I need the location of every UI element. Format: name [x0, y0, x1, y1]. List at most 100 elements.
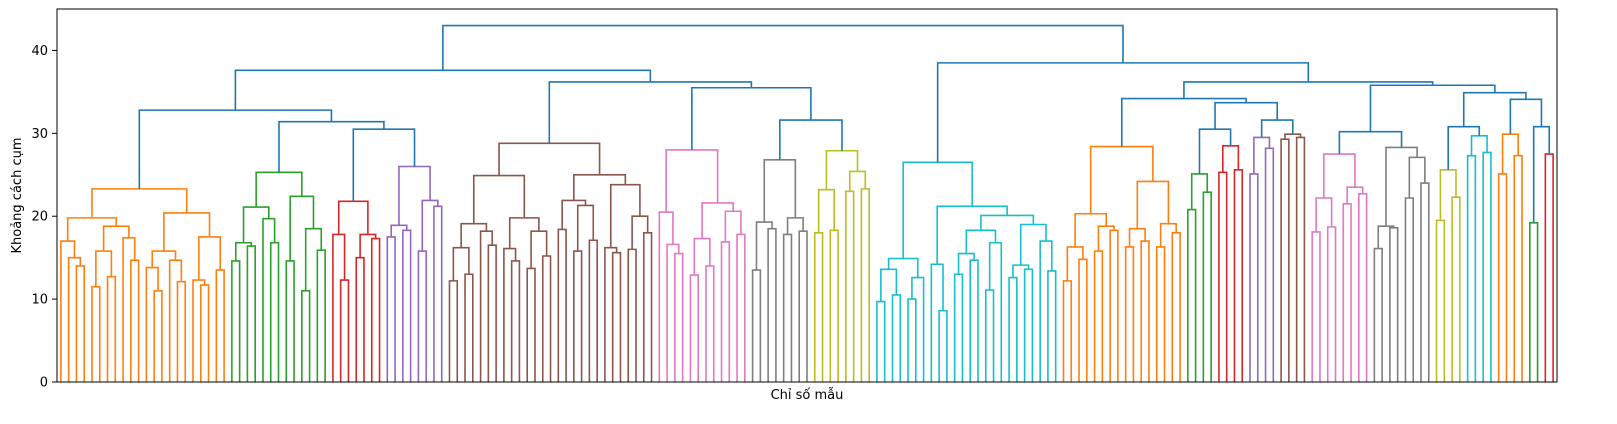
dendrogram-link-187 [1462, 91, 1527, 127]
dendrogram-link-4 [106, 275, 117, 382]
dendrogram-link-54 [460, 222, 488, 248]
dendrogram-link-150 [1264, 147, 1275, 382]
dendrogram-link-42 [417, 250, 427, 382]
dendrogram-link-80 [693, 237, 711, 276]
dendrogram-link-142 [1187, 208, 1197, 382]
dendrogram-link-151 [1253, 136, 1271, 174]
dendrogram-link-130 [1093, 250, 1104, 382]
dendrogram-link-2 [60, 240, 76, 382]
dendrogram-link-75 [674, 252, 684, 382]
y-tick-label-0: 0 [40, 376, 48, 391]
dendrogram-link-22 [246, 245, 256, 382]
dendrogram-link-86 [751, 269, 762, 382]
dendrogram-link-28 [301, 290, 311, 382]
dendrogram-link-136 [1128, 227, 1146, 247]
dendrogram-link-168 [1404, 197, 1415, 382]
dendrogram-link-148 [1198, 128, 1232, 174]
dendrogram-link-16 [192, 279, 206, 382]
dendrogram-link-169 [1420, 182, 1430, 382]
dendrogram-link-36 [370, 237, 381, 382]
dendrogram-link-120 [1012, 264, 1030, 278]
dendrogram-link-113 [969, 259, 979, 382]
dendrogram-link-172 [1338, 130, 1403, 155]
dendrogram-link-137 [1155, 246, 1166, 382]
dendrogram-link-138 [1171, 232, 1181, 382]
dendrogram-link-61 [472, 174, 526, 224]
dendrogram-link-122 [1039, 240, 1053, 382]
dendrogram-link-13 [168, 259, 183, 382]
dendrogram-link-185 [1532, 125, 1551, 223]
dendrogram-link-190 [936, 62, 1310, 163]
dendrogram-link-180 [1497, 173, 1508, 382]
dendrogram-link-116 [988, 241, 1003, 382]
dendrogram-link-175 [1439, 169, 1457, 221]
dendrogram-link-152 [1280, 138, 1290, 382]
dendrogram-link-111 [930, 263, 944, 382]
dendrogram-link-55 [510, 260, 521, 382]
dendrogram-link-39 [386, 236, 396, 382]
dendrogram-link-91 [786, 217, 804, 235]
dendrogram-link-184 [1544, 153, 1554, 382]
dendrogram-link-182 [1501, 133, 1519, 174]
dendrogram-link-90 [798, 230, 808, 382]
dendrogram-link-26 [242, 206, 270, 243]
dendrogram-link-35 [355, 256, 365, 382]
dendrogram-link-21 [231, 260, 241, 382]
dendrogram-link-166 [1389, 227, 1399, 382]
dendrogram-link-67 [611, 251, 622, 382]
dendrogram-link-51 [452, 246, 470, 281]
dendrogram-link-83 [724, 210, 742, 242]
dendrogram-link-177 [1482, 151, 1492, 382]
dendrogram-link-60 [508, 217, 540, 249]
dendrogram-link-191 [442, 24, 1124, 71]
dendrogram-link-11 [145, 266, 159, 382]
dendrogram-link-110 [938, 309, 948, 382]
dendrogram-link-159 [1326, 226, 1337, 382]
dendrogram-link-128 [1078, 258, 1088, 382]
dendrogram-link-62 [557, 228, 567, 382]
dendrogram-link-123 [1019, 223, 1047, 266]
dendrogram-link-100 [779, 119, 843, 160]
dendrogram-link-186 [1509, 98, 1543, 135]
dendrogram-link-6 [130, 259, 140, 382]
dendrogram-link-103 [234, 69, 652, 111]
dendrogram-link-157 [1120, 97, 1247, 147]
dendrogram-link-161 [1342, 202, 1352, 382]
dendrogram-link-102 [548, 81, 753, 144]
dendrogram-link-73 [573, 173, 627, 201]
dendrogram-link-53 [479, 230, 494, 382]
dendrogram-link-189 [1183, 81, 1434, 99]
dendrogram-link-131 [1109, 229, 1119, 382]
dendrogram-link-108 [911, 276, 925, 382]
dendrogram-link-170 [1408, 156, 1426, 198]
dendrogram-link-163 [1346, 186, 1364, 204]
dendrogram-link-101 [691, 86, 812, 150]
dendrogram-link-81 [720, 241, 731, 382]
dendrogram-link-68 [604, 246, 618, 382]
y-tick-label-3: 30 [31, 127, 48, 142]
dendrogram-link-117 [965, 229, 997, 254]
dendrogram-link-105 [891, 294, 902, 382]
dendrogram-link-94 [829, 229, 839, 382]
dendrogram-link-29 [316, 249, 326, 382]
dendrogram-link-146 [1233, 169, 1244, 382]
dendrogram-link-9 [66, 217, 118, 242]
dendrogram-link-147 [1222, 144, 1240, 173]
dendrogram-link-33 [339, 279, 350, 382]
dendrogram-link-143 [1202, 191, 1212, 382]
y-axis-label: Khoảng cách cụm [10, 138, 25, 254]
dendrogram-link-63 [573, 250, 583, 382]
dendrogram-link-65 [576, 204, 595, 252]
dendrogram-link-129 [1066, 246, 1084, 281]
dendrogram-link-115 [984, 289, 995, 382]
dendrogram-link-8 [102, 225, 130, 252]
dendrogram-link-89 [782, 233, 793, 382]
dendrogram-link-181 [1513, 154, 1523, 382]
dendrogram-link-165 [1373, 247, 1383, 382]
dendrogram-link-164 [1323, 153, 1356, 198]
dendrogram-link-158 [1311, 231, 1321, 382]
dendrogram-links [60, 24, 1554, 382]
dendrogram-link-52 [487, 244, 497, 382]
dendrogram-link-174 [1451, 196, 1461, 382]
